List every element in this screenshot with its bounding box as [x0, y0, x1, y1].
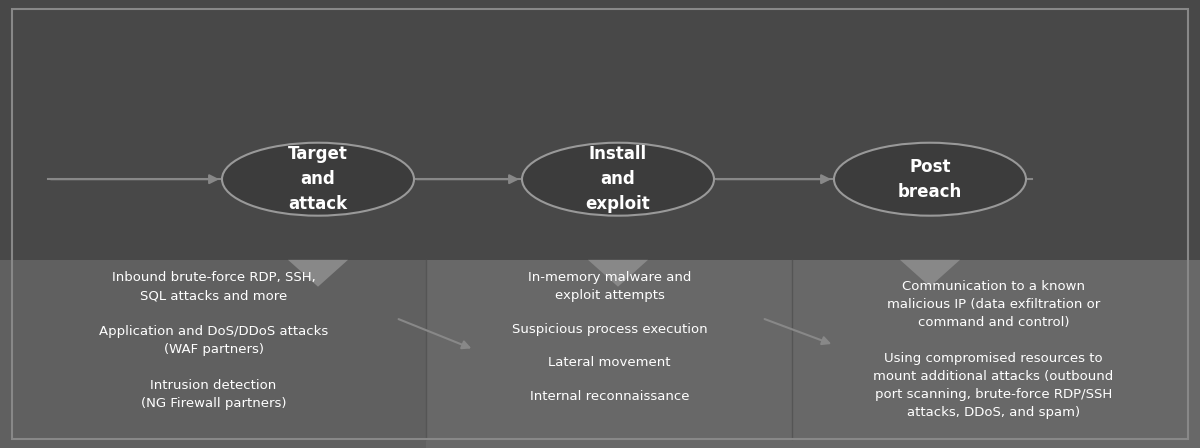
Ellipse shape — [834, 143, 1026, 215]
Text: Communication to a known
malicious IP (data exfiltration or
command and control): Communication to a known malicious IP (d… — [887, 280, 1100, 329]
Bar — [0, 0, 1200, 260]
Ellipse shape — [522, 143, 714, 215]
Bar — [792, 260, 1200, 448]
Text: Lateral movement: Lateral movement — [548, 356, 671, 370]
Text: Internal reconnaissance: Internal reconnaissance — [530, 390, 689, 403]
Bar — [0, 260, 426, 448]
Text: Using compromised resources to
mount additional attacks (outbound
port scanning,: Using compromised resources to mount add… — [874, 352, 1114, 419]
Text: In-memory malware and
exploit attempts: In-memory malware and exploit attempts — [528, 271, 691, 302]
Text: Application and DoS/DDoS attacks
(WAF partners): Application and DoS/DDoS attacks (WAF pa… — [98, 325, 329, 356]
Polygon shape — [588, 260, 648, 287]
Text: Target
and
attack: Target and attack — [288, 145, 348, 213]
Text: Post
breach: Post breach — [898, 158, 962, 201]
Text: Intrusion detection
(NG Firewall partners): Intrusion detection (NG Firewall partner… — [140, 379, 287, 410]
Text: Install
and
exploit: Install and exploit — [586, 145, 650, 213]
Text: Inbound brute-force RDP, SSH,
SQL attacks and more: Inbound brute-force RDP, SSH, SQL attack… — [112, 271, 316, 302]
Polygon shape — [900, 260, 960, 287]
Ellipse shape — [222, 143, 414, 215]
Polygon shape — [288, 260, 348, 287]
Text: Suspicious process execution: Suspicious process execution — [511, 323, 708, 336]
Bar — [426, 260, 792, 448]
